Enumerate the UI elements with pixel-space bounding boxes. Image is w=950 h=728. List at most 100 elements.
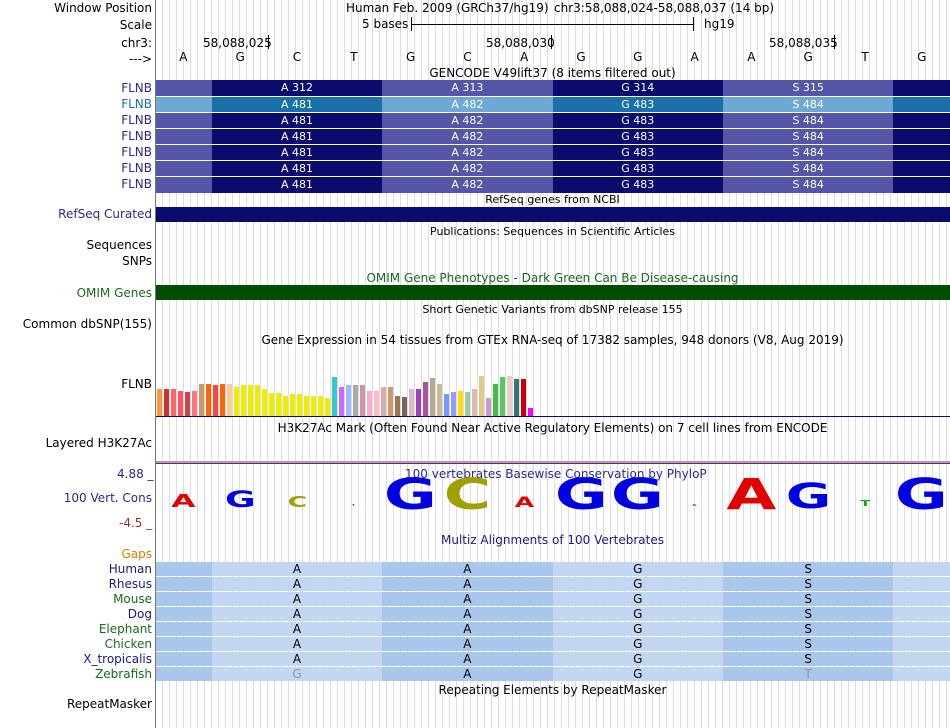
gtex-tissue-bar[interactable] (528, 408, 533, 416)
dbsnp-label[interactable]: Common dbSNP(155) (22, 317, 152, 331)
gencode-transcript[interactable]: A 481 A 482 G 483 S 484 (156, 160, 950, 177)
gtex-tissue-bar[interactable] (283, 396, 288, 416)
gtex-tissue-bar[interactable] (451, 392, 456, 416)
codon-cell: S 484 (723, 97, 894, 113)
alignment-residue: A (382, 577, 553, 591)
alignment-residue: A (211, 562, 383, 576)
gtex-tissue-bar[interactable] (227, 384, 232, 416)
gtex-tissue-bar[interactable] (465, 392, 470, 416)
alignment-block (893, 562, 950, 576)
refseq-label[interactable]: RefSeq Curated (58, 207, 152, 221)
species-label[interactable]: Dog (127, 607, 152, 621)
gencode-transcript[interactable]: A 481 A 482 G 483 S 484 (156, 128, 950, 145)
gtex-tissue-bar[interactable] (381, 387, 386, 416)
gencode-row-label[interactable]: FLNB (121, 129, 152, 143)
gtex-tissue-bar[interactable] (262, 389, 267, 416)
gtex-tissue-bar[interactable] (290, 394, 295, 416)
gtex-tissue-bar[interactable] (318, 396, 323, 416)
gtex-tissue-bar[interactable] (255, 385, 260, 416)
gtex-tissue-bar[interactable] (332, 377, 337, 416)
position-readout[interactable]: chr3:58,088,024-58,088,037 (14 bp) (554, 1, 775, 15)
gtex-tissue-bar[interactable] (479, 376, 484, 416)
species-label[interactable]: Chicken (104, 637, 152, 651)
gtex-tissue-bar[interactable] (444, 394, 449, 416)
h3k27ac-label[interactable]: Layered H3K27Ac (45, 436, 152, 450)
gtex-tissue-bar[interactable] (164, 389, 169, 416)
gtex-tissue-bar[interactable] (206, 384, 211, 416)
gtex-tissue-bar[interactable] (416, 389, 421, 416)
gtex-tissue-bar[interactable] (269, 393, 274, 416)
snps-label[interactable]: SNPs (122, 254, 152, 268)
gtex-tissue-bar[interactable] (486, 398, 491, 416)
species-label[interactable]: Elephant (98, 622, 152, 636)
gtex-label[interactable]: FLNB (121, 377, 152, 391)
gtex-tissue-bar[interactable] (213, 385, 218, 416)
alignment-block (156, 592, 212, 606)
alignment-residue: A (211, 592, 383, 606)
gtex-tissue-bar[interactable] (472, 389, 477, 416)
gtex-tissue-bar[interactable] (388, 387, 393, 416)
gtex-tissue-bar[interactable] (395, 396, 400, 416)
gencode-transcript[interactable]: A 481 A 482 G 483 S 484 (156, 96, 950, 113)
gtex-tissue-bar[interactable] (199, 384, 204, 416)
species-label[interactable]: Rhesus (108, 577, 152, 591)
gtex-tissue-bar[interactable] (507, 376, 512, 416)
gtex-tissue-bar[interactable] (241, 385, 246, 416)
gtex-tissue-bar[interactable] (157, 389, 162, 416)
gencode-row-label[interactable]: FLNB (121, 97, 152, 111)
gtex-tissue-bar[interactable] (171, 389, 176, 416)
gtex-tissue-bar[interactable] (437, 384, 442, 416)
gtex-tissue-bar[interactable] (409, 389, 414, 416)
gtex-tissue-bar[interactable] (192, 391, 197, 416)
gtex-tissue-bar[interactable] (514, 379, 519, 416)
gtex-bar-chart[interactable] (156, 346, 546, 416)
gtex-tissue-bar[interactable] (234, 387, 239, 416)
gencode-transcript[interactable]: A 481 A 482 G 483 S 484 (156, 144, 950, 161)
refseq-gene-bar[interactable] (156, 207, 950, 222)
gtex-tissue-bar[interactable] (360, 385, 365, 416)
gencode-transcript[interactable]: A 481 A 482 G 483 S 484 (156, 112, 950, 129)
gtex-tissue-bar[interactable] (276, 393, 281, 416)
gtex-tissue-bar[interactable] (339, 387, 344, 416)
gtex-tissue-bar[interactable] (458, 391, 463, 416)
gencode-transcript[interactable]: A 481 A 482 G 483 S 484 (156, 176, 950, 193)
gtex-tissue-bar[interactable] (374, 391, 379, 416)
gtex-tissue-bar[interactable] (248, 385, 253, 416)
gtex-tissue-bar[interactable] (402, 397, 407, 416)
species-label[interactable]: X_tropicalis (83, 652, 152, 666)
codon-cell: G 483 (552, 129, 723, 145)
gtex-tissue-bar[interactable] (346, 385, 351, 416)
base-letter: A (520, 50, 529, 64)
species-label[interactable]: Zebrafish (95, 667, 152, 681)
gtex-tissue-bar[interactable] (325, 398, 330, 416)
gencode-row-label[interactable]: FLNB (121, 113, 152, 127)
gtex-tissue-bar[interactable] (311, 396, 316, 416)
gtex-tissue-bar[interactable] (500, 377, 505, 416)
gtex-tissue-bar[interactable] (353, 385, 358, 416)
sequences-label[interactable]: Sequences (86, 238, 152, 252)
gtex-tissue-bar[interactable] (220, 384, 225, 416)
gtex-tissue-bar[interactable] (493, 384, 498, 416)
gencode-row-label[interactable]: FLNB (121, 81, 152, 95)
omim-label[interactable]: OMIM Genes (76, 286, 152, 300)
gencode-row-label[interactable]: FLNB (121, 177, 152, 191)
gtex-tissue-bar[interactable] (423, 382, 428, 416)
gtex-tissue-bar[interactable] (521, 379, 526, 416)
gencode-row-label[interactable]: FLNB (121, 145, 152, 159)
omim-gene-bar[interactable] (156, 285, 950, 300)
species-label[interactable]: Mouse (113, 592, 152, 606)
gtex-tissue-bar[interactable] (185, 392, 190, 416)
alignment-residue: S (723, 652, 894, 666)
gtex-tissue-bar[interactable] (178, 391, 183, 416)
gencode-row-label[interactable]: FLNB (121, 161, 152, 175)
gencode-transcript[interactable]: A 312 A 313 G 314 S 315 (156, 80, 950, 96)
gtex-tissue-bar[interactable] (430, 378, 435, 416)
gtex-tissue-bar[interactable] (297, 394, 302, 416)
codon-cell: S 484 (723, 113, 894, 129)
cons-label[interactable]: 100 Vert. Cons (63, 491, 152, 505)
gtex-tissue-bar[interactable] (367, 391, 372, 416)
gtex-tissue-bar[interactable] (304, 396, 309, 416)
repeatmasker-label[interactable]: RepeatMasker (66, 697, 152, 711)
species-label[interactable]: Human (108, 562, 152, 576)
